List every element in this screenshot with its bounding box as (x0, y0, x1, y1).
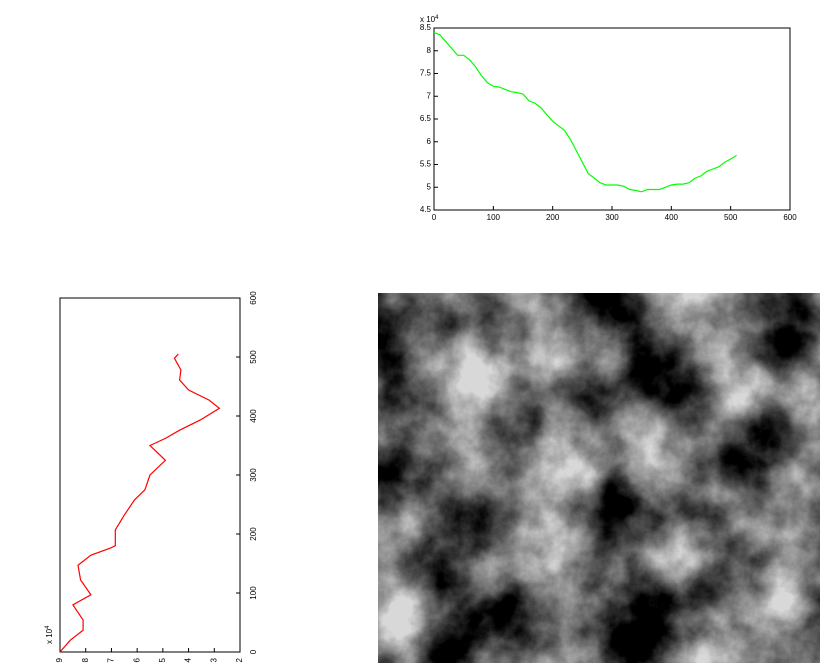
y-tick-label: 9 (55, 657, 64, 662)
y-tick-label: 6.5 (420, 114, 432, 123)
texture-image (378, 293, 820, 663)
plot-frame (433, 27, 791, 211)
multiplier-base: x 10 (420, 15, 436, 24)
y-tick-label: 6 (132, 657, 141, 662)
y-tick-label: 6 (427, 137, 432, 146)
y-tick-label: 2 (235, 657, 244, 662)
x-tick-label: 0 (249, 649, 258, 654)
x-tick-label: 300 (605, 213, 619, 222)
y-tick-label: 3 (209, 657, 218, 662)
x-tick-label: 400 (665, 213, 679, 222)
x-tick-label: 600 (249, 291, 258, 305)
multiplier: x 104 (45, 625, 55, 644)
y-tick-label: 4.5 (420, 205, 432, 214)
y-tick-label: 5.5 (420, 160, 432, 169)
multiplier-label: x 104 (45, 625, 55, 644)
multiplier: x 104 (420, 15, 439, 25)
x-tick-label: 200 (249, 527, 258, 541)
x-tick-label: 500 (249, 350, 258, 364)
x-tick-label: 200 (546, 213, 560, 222)
x-tick-label: 100 (487, 213, 501, 222)
y-tick-label: 8 (81, 657, 90, 662)
y-tick-label: 5 (427, 182, 432, 191)
x-tick-label: 300 (249, 468, 258, 482)
y-tick-label: 7 (427, 91, 432, 100)
y-tick-label: 4 (184, 657, 193, 662)
multiplier-exponent: 4 (435, 15, 439, 21)
y-tick-label: 8.5 (420, 23, 432, 32)
x-tick-label: 500 (724, 213, 738, 222)
multiplier-exponent: 4 (45, 625, 51, 629)
y-tick-label: 8 (427, 46, 432, 55)
x-tick-label: 400 (249, 409, 258, 423)
multiplier-base: x 10 (45, 628, 54, 644)
y-tick-label: 7.5 (420, 69, 432, 78)
multiplier-label: x 104 (420, 15, 439, 25)
data-line (59, 353, 221, 653)
data-line (433, 31, 737, 193)
y-tick-label: 5 (158, 657, 167, 662)
x-tick-label: 0 (432, 213, 437, 222)
x-tick-label: 600 (783, 213, 797, 222)
y-tick-label: 7 (107, 657, 116, 662)
x-tick-label: 100 (249, 586, 258, 600)
